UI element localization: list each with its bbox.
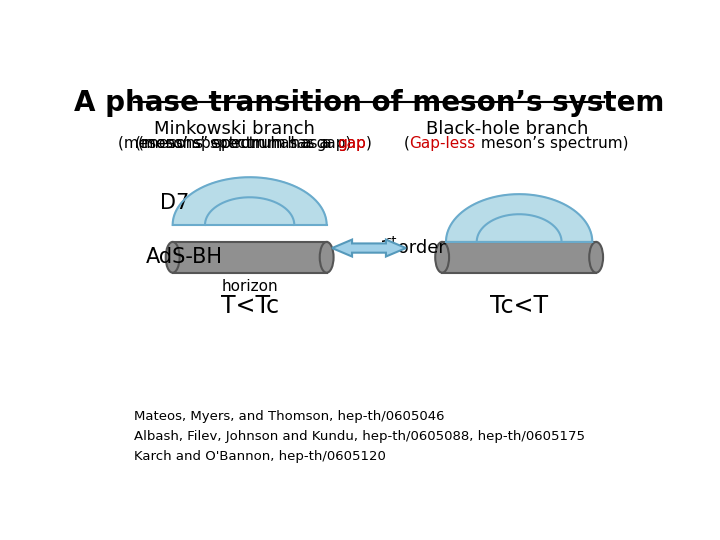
Text: D7: D7 [160, 193, 189, 213]
Text: Tc<T: Tc<T [490, 294, 548, 318]
Text: horizon: horizon [221, 279, 278, 294]
Text: ): ) [366, 136, 372, 151]
Text: gap: gap [337, 136, 366, 151]
Text: Gap-less: Gap-less [410, 136, 476, 151]
Text: gap: gap [337, 136, 366, 151]
Text: meson’s spectrum): meson’s spectrum) [476, 136, 629, 151]
Polygon shape [446, 194, 593, 242]
Text: Minkowski branch: Minkowski branch [154, 120, 315, 138]
Bar [173, 242, 327, 273]
Text: AdS-BH: AdS-BH [145, 247, 222, 267]
Text: (mesons’ spectrum has a gap): (mesons’ spectrum has a gap) [117, 136, 351, 151]
Text: Mateos, Myers, and Thomson, hep-th/0605046
Albash, Filev, Johnson and Kundu, hep: Mateos, Myers, and Thomson, hep-th/06050… [134, 410, 585, 463]
Text: Black-hole branch: Black-hole branch [426, 120, 589, 138]
Text: order: order [392, 239, 446, 257]
Text: (mesons’ spectrum has a: (mesons’ spectrum has a [138, 136, 337, 151]
Text: A phase transition of meson’s system: A phase transition of meson’s system [74, 90, 664, 117]
Text: st: st [385, 235, 397, 248]
Text: (: ( [404, 136, 410, 151]
Text: T<Tc: T<Tc [220, 294, 279, 318]
Ellipse shape [320, 242, 333, 273]
Polygon shape [332, 240, 406, 256]
Ellipse shape [166, 242, 179, 273]
Text: 1: 1 [379, 239, 391, 257]
Polygon shape [173, 177, 327, 225]
Text: (mesons’ spectrum has a: (mesons’ spectrum has a [135, 136, 333, 151]
Ellipse shape [589, 242, 603, 273]
Bar [442, 242, 596, 273]
Ellipse shape [435, 242, 449, 273]
